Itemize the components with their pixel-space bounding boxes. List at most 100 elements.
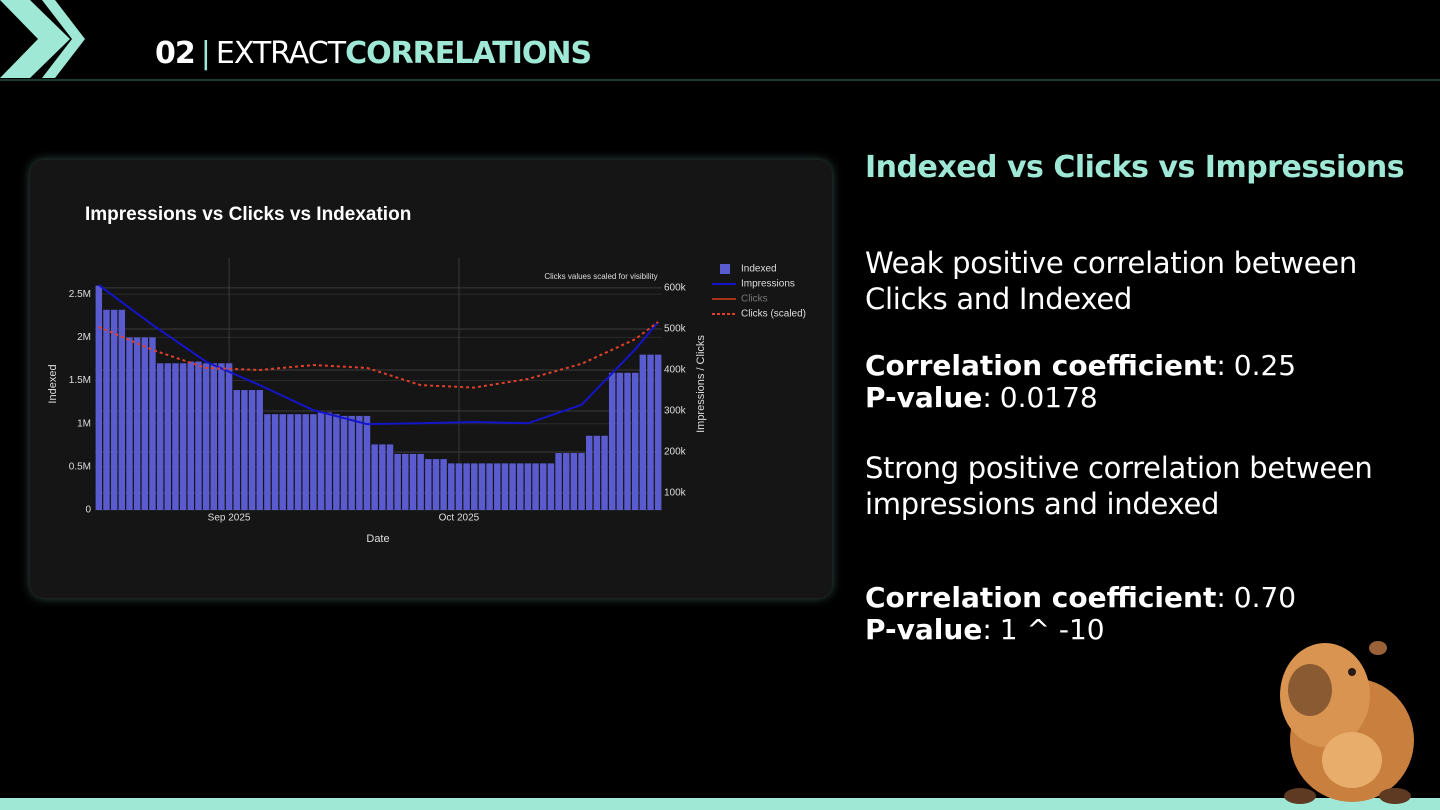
stat: Correlation coefficient: 0.70 [865,582,1296,614]
y2-tick-label: 400k [664,365,687,376]
bar [631,372,639,510]
bar [601,435,608,510]
legend-label: Impressions [741,279,795,290]
bar [425,459,432,510]
bar [202,363,210,510]
bar [463,463,470,510]
bar [624,372,631,510]
bar [225,363,233,510]
x-tick-label: Oct 2025 [439,513,480,524]
bar [524,463,532,510]
legend-label: Clicks [741,294,768,305]
stat-value: 1 ^ -10 [999,613,1105,646]
finding-text: Strong positive correlation between impr… [865,451,1373,521]
y2-tick-label: 300k [664,406,687,417]
bar [287,414,294,510]
bar [432,459,440,510]
bar [448,463,455,510]
bar [333,414,340,510]
stat-label: P-value [865,381,983,414]
stat-label: Correlation coefficient [865,581,1217,614]
bar [118,309,126,510]
bar [386,444,394,510]
bar [440,459,447,510]
bar [241,390,248,510]
bar [195,361,202,510]
bar [141,337,149,510]
title-plain: EXTRACT [215,36,346,71]
bar [471,463,478,510]
y-tick-label: 1.5M [69,375,91,386]
bar [578,453,585,510]
bar [371,444,378,510]
y2-tick-label: 100k [664,488,687,499]
y-tick-label: 1M [77,418,91,429]
bar [616,372,624,510]
bar [156,363,164,510]
bar [356,415,363,510]
bar [256,390,263,510]
bar [647,354,654,510]
bar [455,463,463,510]
bar [517,463,524,510]
finding-text: Weak positive correlation between Clicks… [865,246,1357,316]
y2-axis-title: Impressions / Clicks [695,335,707,433]
y-tick-label: 0 [85,505,91,516]
bar [363,415,371,510]
bar [279,414,286,510]
stat-separator: : [982,613,992,646]
chevron [0,0,70,78]
bar [639,354,647,510]
bar [532,463,539,510]
y2-tick-label: 200k [664,447,687,458]
bar [593,435,601,510]
x-tick-label: Sep 2025 [208,513,251,524]
bar [409,453,417,510]
bar [417,453,424,510]
y-axis-title: Indexed [47,364,59,403]
bar [110,309,118,510]
stat: P-value: 0.0178 [865,382,1296,414]
bar [271,414,279,510]
annotation: Clicks values scaled for visibility [544,272,657,281]
bar [348,415,355,510]
bar [547,463,555,510]
bar [486,463,493,510]
y-tick-label: 2M [77,332,91,343]
stat-value: 0.70 [1233,581,1297,614]
bar [172,363,179,510]
stat: Correlation coefficient: 0.25 [865,350,1296,382]
stat-label: P-value [865,613,983,646]
stat-value: 0.25 [1233,349,1297,382]
bar [264,414,271,510]
bar [654,354,662,510]
bar [179,363,187,510]
bar [149,337,156,510]
bar [501,463,509,510]
capybara [1280,641,1414,804]
finding: Strong positive correlation between impr… [865,450,1425,522]
footer-bar [0,798,1440,810]
bar [218,363,225,510]
panel: Indexed vs Clicks vs Impressions Weak po… [865,150,1425,646]
chart-title: Impressions vs Clicks vs Indexation [85,204,411,225]
bar [233,390,240,510]
stats: Correlation coefficient: 0.25 P-value: 0.01… [865,350,1296,414]
chart-card [30,160,832,598]
panel-heading: Indexed vs Clicks vs Impressions [865,150,1405,185]
bar [394,453,401,510]
bar [187,361,194,510]
bar [540,463,547,510]
y2-tick-label: 600k [664,283,687,294]
stat: P-value: 1 ^ -10 [865,614,1296,646]
bar [133,337,141,510]
bar [570,453,578,510]
stat-value: 0.0178 [999,381,1098,414]
chevron [42,0,85,78]
finding: Weak positive correlation between Clicks… [865,245,1425,317]
bar [402,453,409,510]
bar [210,363,217,510]
legend-label: Indexed [741,264,777,275]
bar [478,463,486,510]
